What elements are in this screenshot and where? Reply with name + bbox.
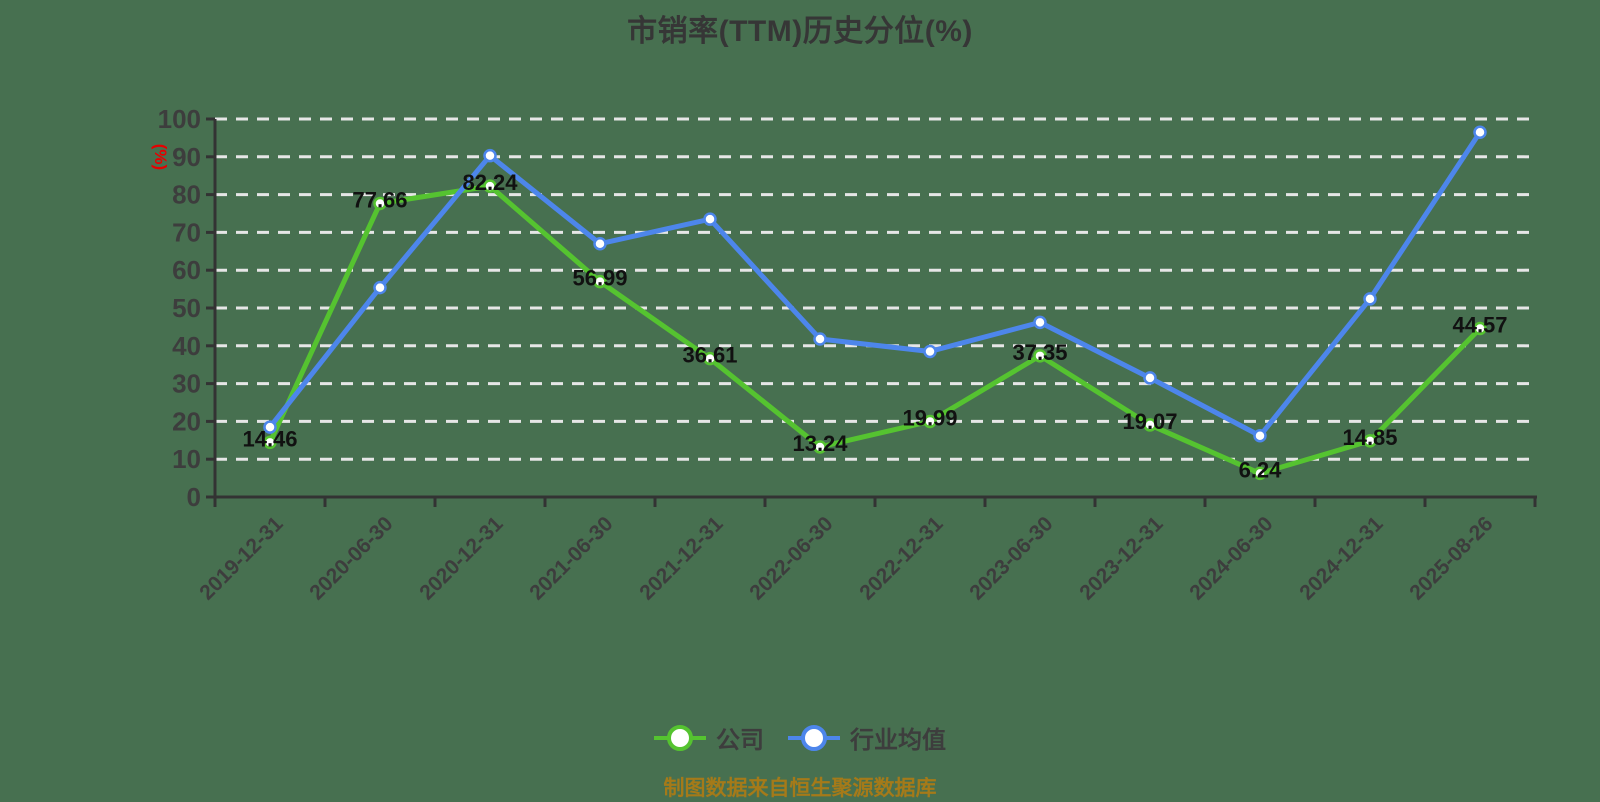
x-tick-label: 2020-12-31 [415, 512, 507, 604]
data-point-marker [923, 344, 937, 359]
data-label: 14.46 [242, 426, 297, 451]
data-label: 6.24 [1239, 457, 1283, 482]
data-label: 19.07 [1122, 409, 1177, 434]
data-point-marker [813, 440, 827, 454]
y-tick-label: 90 [172, 142, 201, 172]
data-point-marker [1473, 125, 1487, 139]
data-point-marker [1363, 434, 1377, 448]
data-point-marker [1143, 371, 1157, 385]
footer-note: 制图数据来自恒生聚源数据库 [663, 777, 937, 800]
x-tick-label: 2022-12-31 [855, 512, 947, 604]
y-tick-label: 70 [172, 217, 201, 247]
legend-label: 公司 [716, 727, 764, 754]
data-label: 77.66 [352, 187, 407, 212]
x-tick-label: 2024-06-30 [1185, 512, 1277, 604]
x-tick-label: 2021-06-30 [525, 512, 617, 604]
data-point-marker [1363, 292, 1377, 306]
data-point-marker [1473, 321, 1487, 336]
x-tick-label: 2022-06-30 [745, 512, 837, 604]
data-label: 44.57 [1452, 313, 1507, 338]
x-tick-label: 2021-12-31 [635, 512, 727, 604]
data-point-marker [1253, 466, 1267, 481]
data-point-marker [483, 148, 497, 163]
x-tick-label: 2019-12-31 [195, 512, 287, 604]
legend-marker-icon [654, 724, 706, 751]
data-point-marker [373, 196, 387, 211]
x-tick-label: 2023-12-31 [1075, 512, 1167, 604]
legend-marker-icon [788, 724, 840, 751]
data-label: 37.35 [1012, 340, 1067, 365]
y-tick-label: 60 [172, 255, 201, 285]
data-point-marker [923, 414, 937, 429]
data-label: 82.24 [462, 170, 518, 195]
legend-item-company[interactable]: 公司 [654, 720, 764, 755]
legend: 公司 行业均值 [0, 720, 1600, 755]
series-行业均值-line [267, 129, 1483, 439]
x-tick-label: 2023-06-30 [965, 512, 1057, 604]
legend-label: 行业均值 [850, 727, 946, 754]
y-tick-label: 40 [172, 331, 201, 361]
y-tick-label: 0 [187, 482, 201, 512]
y-tick-label: 10 [172, 444, 201, 474]
data-point-marker [703, 212, 717, 226]
data-point-marker [1033, 349, 1047, 363]
data-point-marker [813, 332, 827, 346]
y-tick-label: 20 [172, 406, 201, 436]
data-label: 14.85 [1342, 425, 1397, 450]
chart-title: 市销率(TTM)历史分位(%) [627, 15, 973, 48]
data-point-marker [593, 236, 607, 251]
data-point-marker [1033, 315, 1047, 330]
data-label: 36.61 [682, 343, 737, 368]
y-tick-label: 30 [172, 369, 201, 399]
legend-item-industry[interactable]: 行业均值 [788, 720, 946, 755]
data-label: 56.99 [572, 266, 627, 291]
data-point-marker [1143, 418, 1157, 432]
x-tick-label: 2025-08-26 [1405, 512, 1497, 604]
y-tick-label: 50 [172, 293, 201, 323]
y-tick-label: 100 [158, 104, 201, 134]
data-point-marker [703, 351, 717, 366]
data-point-marker [373, 280, 387, 295]
series-公司-line [267, 183, 1483, 476]
x-tick-label: 2024-12-31 [1295, 512, 1387, 604]
data-point-marker [483, 179, 497, 193]
data-label: 13.24 [792, 431, 848, 456]
x-tick-label: 2020-06-30 [305, 512, 397, 604]
y-tick-label: 80 [172, 180, 201, 210]
data-label: 19.99 [902, 405, 957, 430]
data-point-marker [1253, 429, 1267, 443]
data-point-marker [263, 435, 277, 450]
data-point-marker [593, 274, 607, 289]
data-point-marker [263, 420, 277, 434]
